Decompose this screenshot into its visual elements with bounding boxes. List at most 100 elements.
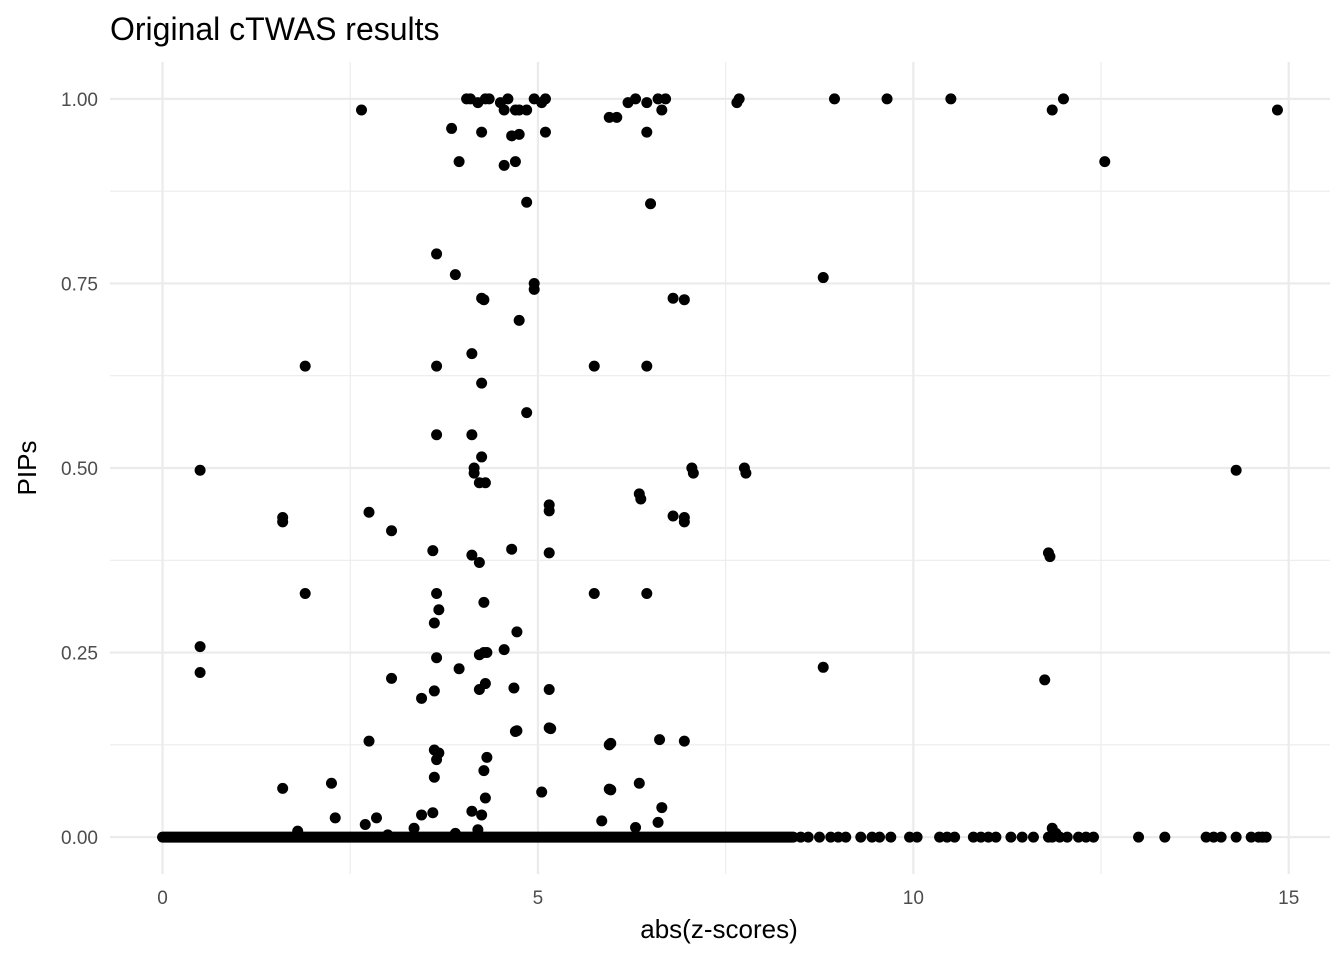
data-point: [539, 93, 551, 105]
data-point: [299, 360, 311, 372]
data-point: [678, 294, 690, 306]
data-point: [428, 771, 440, 783]
data-point: [633, 777, 645, 789]
data-point: [453, 663, 465, 675]
data-point: [481, 751, 493, 763]
data-point: [431, 248, 443, 260]
data-point: [427, 807, 439, 819]
data-point: [521, 407, 533, 419]
data-point: [645, 198, 657, 210]
data-point: [641, 360, 653, 372]
data-point: [630, 93, 642, 105]
data-point: [588, 360, 600, 372]
x-tick-label: 5: [533, 888, 544, 909]
data-point: [428, 685, 440, 697]
data-point: [468, 467, 480, 479]
y-tick-label: 0.00: [61, 828, 98, 849]
data-point: [476, 377, 488, 389]
data-point: [478, 765, 490, 777]
data-point: [416, 692, 428, 704]
data-point: [479, 792, 491, 804]
data-point: [431, 429, 443, 441]
data-point: [466, 348, 478, 360]
zero-pip-point: [1027, 831, 1039, 843]
zero-pip-point: [1005, 831, 1017, 843]
zero-pip-point: [990, 831, 1002, 843]
y-tick-label: 0.75: [61, 274, 98, 295]
data-point: [431, 587, 443, 599]
zero-pip-point: [840, 831, 852, 843]
data-point: [466, 805, 478, 817]
data-point: [483, 93, 495, 105]
data-point: [509, 156, 521, 168]
data-points: [194, 93, 1283, 841]
data-point: [1050, 827, 1062, 839]
data-point: [194, 666, 206, 678]
data-point: [521, 104, 533, 116]
zero-pip-point: [802, 831, 814, 843]
data-point: [479, 477, 491, 489]
data-point: [687, 467, 699, 479]
data-point: [630, 821, 642, 833]
data-point: [652, 816, 664, 828]
data-point: [1057, 93, 1069, 105]
data-point: [416, 809, 428, 821]
data-point: [1039, 674, 1051, 686]
data-point: [446, 122, 458, 134]
data-point: [528, 283, 540, 295]
data-point: [472, 824, 484, 836]
zero-pip-point: [1061, 831, 1073, 843]
data-point: [498, 159, 510, 171]
data-point: [511, 725, 523, 737]
data-point: [596, 815, 608, 827]
data-point: [476, 126, 488, 138]
data-point: [543, 505, 555, 517]
x-tick-label: 0: [157, 888, 168, 909]
data-point: [667, 292, 679, 304]
data-point: [453, 156, 465, 168]
zero-pip-point: [1230, 831, 1242, 843]
data-point: [292, 825, 304, 837]
data-point: [478, 596, 490, 608]
data-point: [476, 451, 488, 463]
zero-pip-point: [1016, 831, 1028, 843]
zero-pip-point: [1159, 831, 1171, 843]
data-point: [428, 744, 440, 756]
data-point: [1044, 551, 1056, 563]
data-point: [740, 467, 752, 479]
data-point: [828, 93, 840, 105]
data-point: [667, 510, 679, 522]
data-point: [545, 723, 557, 735]
data-point: [521, 196, 533, 208]
data-point: [817, 661, 829, 673]
data-point: [881, 93, 893, 105]
data-point: [466, 429, 478, 441]
grid-lines: [110, 62, 1330, 874]
baseline-cluster: [157, 831, 1272, 843]
zero-pip-point: [1133, 831, 1145, 843]
data-point: [299, 587, 311, 599]
data-point: [449, 269, 461, 281]
data-point: [502, 93, 514, 105]
data-point: [363, 735, 375, 747]
data-point: [508, 682, 520, 694]
data-point: [1099, 156, 1111, 168]
data-point: [359, 819, 371, 831]
data-point: [277, 516, 289, 528]
data-point: [1046, 104, 1058, 116]
zero-pip-point: [1260, 831, 1272, 843]
data-point: [543, 683, 555, 695]
data-point: [660, 93, 672, 105]
data-point: [431, 360, 443, 372]
zero-pip-point: [911, 831, 923, 843]
data-point: [476, 809, 488, 821]
data-point: [654, 734, 666, 746]
data-point: [478, 294, 490, 306]
data-point: [641, 126, 653, 138]
data-point: [603, 111, 615, 123]
data-point: [408, 822, 420, 834]
tick-labels: 0 5 10 15 0.00 0.25 0.50 0.75 1.00: [61, 90, 1299, 909]
zero-pip-point: [1088, 831, 1100, 843]
data-point: [513, 314, 525, 326]
